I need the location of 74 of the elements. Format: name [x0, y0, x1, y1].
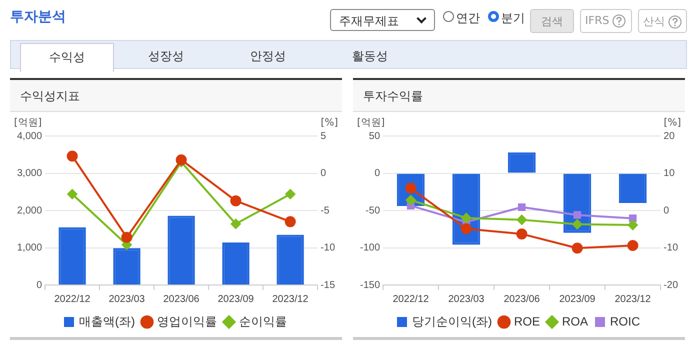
y2-tick-label: -10	[320, 242, 336, 254]
y2-tick-label: 0	[664, 205, 670, 216]
text: 투자분석	[10, 8, 66, 26]
y2-tick-label: 20	[664, 130, 676, 142]
y-tick-label: 2,000	[16, 205, 42, 216]
text: 성장성	[147, 48, 185, 65]
y2-tick-label: -5	[320, 205, 330, 216]
y-tick-label: 1,000	[16, 242, 42, 254]
x-tick-label: 2023/09	[559, 294, 596, 305]
text: 안정성	[249, 48, 287, 65]
point	[573, 211, 582, 219]
chart-title: 수익성지표	[10, 80, 342, 112]
x-tick-label: 2023/03	[108, 294, 146, 305]
y2-tick-label: 5	[320, 130, 327, 142]
point	[627, 240, 638, 252]
y-tick-label: 0	[36, 280, 42, 291]
point	[230, 195, 242, 206]
y2-axis-title: [%]	[664, 118, 682, 129]
point	[572, 219, 582, 230]
legend-label: 영업이익률	[156, 314, 217, 328]
point	[121, 232, 132, 243]
y-tick-label: -100	[360, 242, 380, 254]
legend-label: 순이익률	[238, 314, 287, 328]
x-tick-label: 2022/12	[54, 294, 91, 305]
y2-tick-label: -10	[664, 242, 678, 254]
x-tick-label: 2023/03	[448, 294, 485, 305]
point	[516, 228, 528, 240]
point	[518, 203, 526, 211]
y2-tick-label: -20	[664, 280, 678, 291]
point	[285, 189, 296, 200]
point	[67, 189, 78, 200]
text: IFRS	[580, 9, 632, 33]
y2-tick-label: 0	[320, 168, 327, 179]
text: 수익성	[20, 43, 114, 72]
point	[516, 214, 527, 225]
y-axis-title: [억원]	[14, 118, 42, 129]
y2-tick-label: -15	[320, 280, 336, 291]
point	[628, 214, 637, 222]
y2-tick-label: 10	[664, 168, 676, 179]
point	[461, 212, 472, 223]
x-tick-label: 2023/06	[163, 294, 200, 305]
x-tick-label: 2023/06	[504, 294, 540, 305]
legend-label: 당기순이익(좌)	[412, 314, 492, 328]
point	[572, 242, 583, 254]
legend-label: ROE	[514, 314, 540, 328]
y2-axis-title: [%]	[320, 118, 338, 129]
legend-label: 매출액(좌)	[79, 314, 136, 328]
x-tick-label: 2023/12	[614, 294, 652, 305]
text: 검색	[530, 9, 574, 33]
chart-title: 투자수익률	[353, 80, 685, 112]
y-tick-label: 3,000	[16, 168, 42, 179]
y-tick-label: 50	[368, 130, 380, 142]
y-tick-label: -50	[366, 205, 380, 216]
point	[176, 154, 187, 166]
x-tick-label: 2023/09	[218, 294, 254, 305]
text: 산식	[638, 9, 687, 33]
x-tick-label: 2023/12	[272, 294, 309, 305]
text: 연간	[456, 10, 480, 27]
x-tick-label: 2022/12	[392, 294, 430, 305]
point	[284, 216, 296, 228]
point	[230, 218, 241, 229]
point	[460, 223, 472, 234]
text: 주재무제표	[330, 9, 435, 31]
point	[66, 150, 78, 162]
y-tick-label: 0	[374, 168, 380, 179]
point	[628, 220, 638, 230]
legend-label: ROIC	[610, 314, 640, 328]
legend-label: ROA	[562, 314, 588, 328]
y-axis-title: [억원]	[357, 118, 385, 129]
text: 분기	[501, 10, 525, 27]
text: 활동성	[351, 48, 389, 65]
y-tick-label: 4,000	[16, 130, 42, 142]
point	[406, 195, 416, 206]
y-tick-label: -150	[360, 280, 380, 291]
